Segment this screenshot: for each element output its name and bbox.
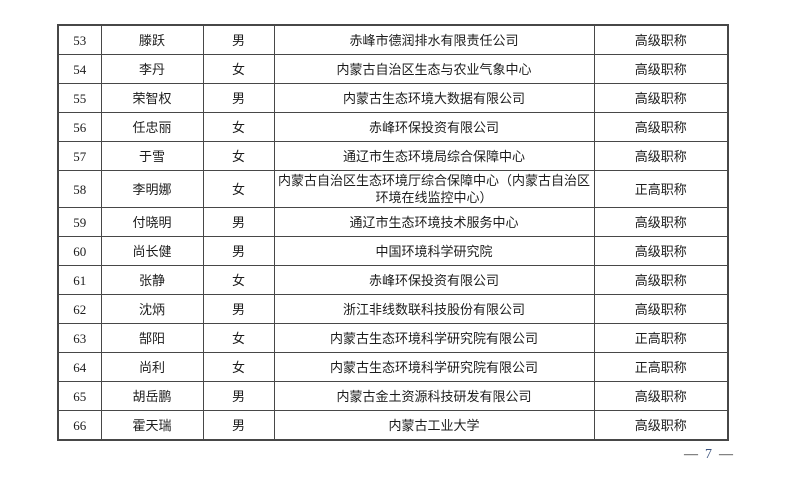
table-row: 65 胡岳鹏男内蒙古金土资源科技研发有限公司 高级职称 — [57, 381, 729, 411]
cell-no: 53 — [57, 24, 102, 55]
table-row: 58 李明娜女内蒙古自治区生态环境厅综合保障中心（内蒙古自治区环境在线监控中心）正… — [57, 170, 729, 208]
cell-no: 66 — [57, 410, 102, 441]
cell-no: 58 — [57, 170, 102, 208]
cell-title: 正高职称 — [593, 352, 729, 382]
cell-gender: 男 — [202, 207, 275, 237]
cell-organization: 通辽市生态环境局综合保障中心 — [273, 141, 595, 171]
cell-gender: 男 — [202, 410, 275, 441]
cell-organization: 内蒙古生态环境科学研究院有限公司 — [273, 323, 595, 353]
cell-gender: 女 — [202, 141, 275, 171]
cell-name: 霍天瑞 — [100, 410, 204, 441]
table-row: 59 付晓明男通辽市生态环境技术服务中心 高级职称 — [57, 207, 729, 237]
cell-name: 张静 — [100, 265, 204, 295]
cell-gender: 男 — [202, 236, 275, 266]
cell-name: 胡岳鹏 — [100, 381, 204, 411]
cell-no: 57 — [57, 141, 102, 171]
cell-gender: 女 — [202, 265, 275, 295]
cell-organization: 通辽市生态环境技术服务中心 — [273, 207, 595, 237]
table-row: 61 张静女赤峰环保投资有限公司 高级职称 — [57, 265, 729, 295]
cell-title: 高级职称 — [593, 207, 729, 237]
cell-no: 63 — [57, 323, 102, 353]
table-row: 57 于雪女通辽市生态环境局综合保障中心 高级职称 — [57, 141, 729, 171]
cell-name: 任忠丽 — [100, 112, 204, 142]
cell-organization: 浙江非线数联科技股份有限公司 — [273, 294, 595, 324]
cell-organization: 内蒙古生态环境大数据有限公司 — [273, 83, 595, 113]
cell-no: 64 — [57, 352, 102, 382]
cell-organization: 赤峰市德润排水有限责任公司 — [273, 24, 595, 55]
cell-organization: 中国环境科学研究院 — [273, 236, 595, 266]
cell-organization: 赤峰环保投资有限公司 — [273, 112, 595, 142]
cell-organization: 赤峰环保投资有限公司 — [273, 265, 595, 295]
cell-name: 郜阳 — [100, 323, 204, 353]
cell-title: 正高职称 — [593, 323, 729, 353]
cell-name: 滕跃 — [100, 24, 204, 55]
cell-no: 60 — [57, 236, 102, 266]
cell-no: 54 — [57, 54, 102, 84]
table-row: 53 滕跃男赤峰市德润排水有限责任公司 高级职称 — [57, 24, 729, 55]
cell-title: 高级职称 — [593, 265, 729, 295]
cell-gender: 男 — [202, 294, 275, 324]
table-row: 54 李丹女内蒙古自治区生态与农业气象中心 高级职称 — [57, 54, 729, 84]
footer-dash-right: — — [719, 447, 733, 462]
cell-no: 59 — [57, 207, 102, 237]
cell-name: 付晓明 — [100, 207, 204, 237]
table-row: 60 尚长健男中国环境科学研究院 高级职称 — [57, 236, 729, 266]
cell-gender: 男 — [202, 83, 275, 113]
cell-title: 高级职称 — [593, 381, 729, 411]
page-number: 7 — [705, 447, 712, 462]
cell-name: 李明娜 — [100, 170, 204, 208]
cell-name: 沈炳 — [100, 294, 204, 324]
cell-gender: 女 — [202, 170, 275, 208]
page-footer: — 7 — — [684, 447, 733, 463]
cell-no: 62 — [57, 294, 102, 324]
cell-no: 55 — [57, 83, 102, 113]
cell-gender: 男 — [202, 24, 275, 55]
cell-no: 61 — [57, 265, 102, 295]
cell-title: 高级职称 — [593, 112, 729, 142]
cell-title: 正高职称 — [593, 170, 729, 208]
table-row: 56 任忠丽女赤峰环保投资有限公司 高级职称 — [57, 112, 729, 142]
cell-title: 高级职称 — [593, 236, 729, 266]
cell-name: 李丹 — [100, 54, 204, 84]
cell-title: 高级职称 — [593, 141, 729, 171]
cell-gender: 女 — [202, 323, 275, 353]
cell-name: 尚利 — [100, 352, 204, 382]
cell-title: 高级职称 — [593, 410, 729, 441]
cell-title: 高级职称 — [593, 24, 729, 55]
cell-name: 尚长健 — [100, 236, 204, 266]
table-body: 53 滕跃男赤峰市德润排水有限责任公司 高级职称 54 李丹女内蒙古自治区生态与农业气象… — [57, 24, 729, 441]
cell-organization: 内蒙古生态环境科学研究院有限公司 — [273, 352, 595, 382]
cell-gender: 女 — [202, 54, 275, 84]
cell-organization: 内蒙古自治区生态环境厅综合保障中心（内蒙古自治区环境在线监控中心） — [273, 170, 595, 208]
cell-name: 于雪 — [100, 141, 204, 171]
table-row: 66 霍天瑞男内蒙古工业大学 高级职称 — [57, 410, 729, 441]
cell-name: 荣智权 — [100, 83, 204, 113]
cell-gender: 女 — [202, 352, 275, 382]
cell-title: 高级职称 — [593, 83, 729, 113]
cell-no: 56 — [57, 112, 102, 142]
table-row: 55 荣智权男内蒙古生态环境大数据有限公司 高级职称 — [57, 83, 729, 113]
cell-title: 高级职称 — [593, 54, 729, 84]
cell-title: 高级职称 — [593, 294, 729, 324]
cell-gender: 男 — [202, 381, 275, 411]
personnel-roster-table: 53 滕跃男赤峰市德润排水有限责任公司 高级职称 54 李丹女内蒙古自治区生态与农业气象… — [57, 24, 729, 441]
table-row: 63 郜阳女内蒙古生态环境科学研究院有限公司 正高职称 — [57, 323, 729, 353]
cell-no: 65 — [57, 381, 102, 411]
cell-organization: 内蒙古金土资源科技研发有限公司 — [273, 381, 595, 411]
cell-organization: 内蒙古自治区生态与农业气象中心 — [273, 54, 595, 84]
cell-gender: 女 — [202, 112, 275, 142]
cell-organization: 内蒙古工业大学 — [273, 410, 595, 441]
footer-dash-left: — — [684, 447, 698, 462]
table-row: 62 沈炳男浙江非线数联科技股份有限公司 高级职称 — [57, 294, 729, 324]
table-row: 64 尚利女内蒙古生态环境科学研究院有限公司 正高职称 — [57, 352, 729, 382]
